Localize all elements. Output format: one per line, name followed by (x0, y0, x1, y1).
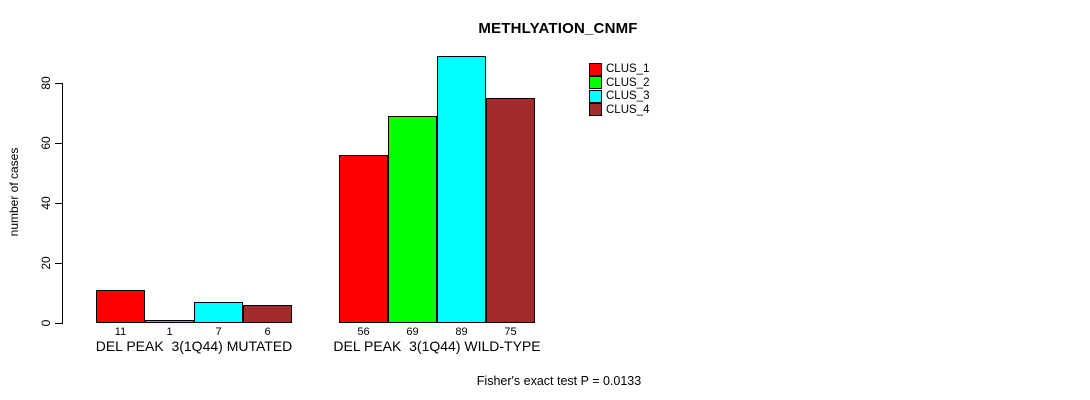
y-axis-tick (55, 263, 62, 264)
legend-label-clus_2: CLUS_2 (606, 76, 650, 89)
bar-clus_4-group1 (243, 305, 292, 323)
bar-clus_3-group1 (194, 302, 243, 323)
legend-swatch-clus_3 (589, 89, 602, 103)
legend-label-clus_4: CLUS_4 (606, 103, 650, 116)
bar-value-label: 1 (166, 326, 173, 338)
bar-value-label: 69 (406, 326, 419, 338)
y-axis-tick (55, 203, 62, 204)
bar-clus_4-group2 (486, 98, 535, 323)
bar-value-label: 6 (264, 326, 271, 338)
bar-value-label: 56 (357, 326, 370, 338)
y-axis-tick (55, 143, 62, 144)
fisher-test-annotation: Fisher's exact test P = 0.0133 (476, 374, 642, 388)
legend-swatch-clus_2 (589, 76, 602, 89)
y-axis-tick-label-text: 40 (39, 196, 53, 210)
bar-clus_2-group2 (388, 116, 437, 323)
chart-title: METHLYATION_CNMF (478, 20, 638, 37)
y-axis-tick-label-text: 20 (39, 256, 53, 270)
y-axis-tick (55, 323, 62, 324)
bar-clus_1-group2 (339, 155, 388, 323)
y-axis-tick-label-text: 80 (39, 76, 53, 90)
y-axis-tick-label-text: 60 (39, 136, 53, 150)
legend-swatch-clus_1 (589, 62, 602, 76)
bar-value-label: 11 (114, 326, 127, 338)
legend-label-clus_3: CLUS_3 (606, 90, 650, 102)
bar-clus_2-group1 (145, 320, 194, 323)
y-axis-line (62, 83, 63, 324)
bar-value-label: 7 (215, 326, 222, 338)
legend-label-clus_1: CLUS_1 (606, 63, 650, 75)
x-axis-group-label-2: DEL PEAK 3(1Q44) WILD-TYPE (333, 338, 541, 354)
bar-clus_1-group1 (96, 290, 145, 323)
bar-value-label: 75 (504, 326, 517, 338)
bar-clus_3-group2 (437, 56, 486, 323)
legend-swatch-clus_4 (589, 103, 602, 116)
y-axis-title-text: number of cases (7, 147, 21, 237)
y-axis-tick-label-text: 0 (39, 319, 53, 327)
bar-value-label: 89 (455, 326, 468, 338)
x-axis-group-label-1: DEL PEAK 3(1Q44) MUTATED (95, 338, 293, 354)
y-axis-tick (55, 83, 62, 84)
